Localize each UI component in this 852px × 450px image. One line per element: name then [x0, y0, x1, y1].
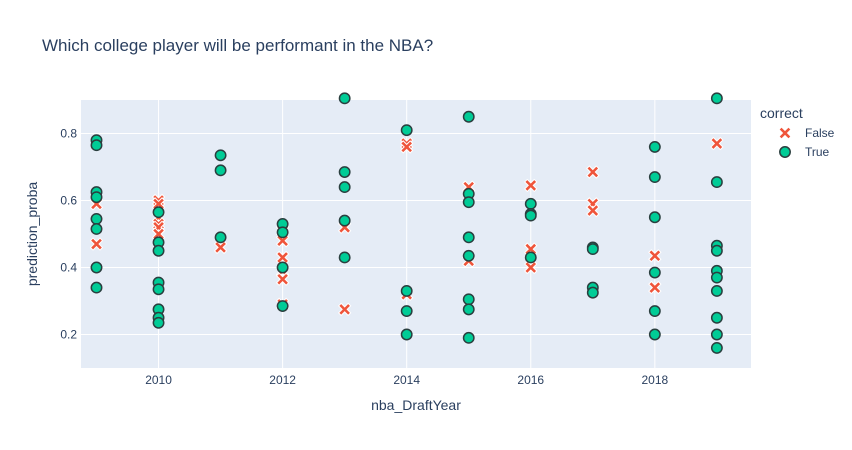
- point-true: [462, 110, 475, 123]
- x-tick-label: 2012: [269, 373, 296, 387]
- point-true: [90, 261, 103, 274]
- point-true: [152, 316, 165, 329]
- point-true: [90, 223, 103, 235]
- point-true: [400, 305, 413, 317]
- plot-area: [81, 100, 751, 368]
- point-true: [338, 251, 351, 264]
- point-true: [338, 214, 351, 227]
- point-true: [586, 243, 599, 256]
- point-true: [710, 92, 723, 105]
- point-true: [462, 231, 475, 244]
- point-true: [710, 328, 723, 341]
- point-true: [462, 303, 475, 316]
- y-tick-label: 0.2: [60, 328, 77, 342]
- point-true: [152, 206, 165, 219]
- point-true: [710, 244, 723, 257]
- point-true: [462, 293, 475, 306]
- point-false: [586, 165, 600, 179]
- point-true: [90, 281, 103, 294]
- point-true: [648, 140, 661, 153]
- x-tick-label: 2016: [517, 373, 544, 387]
- legend: correct False True: [760, 105, 835, 159]
- point-true: [648, 328, 661, 341]
- point-true: [152, 283, 165, 296]
- point-true: [90, 212, 103, 225]
- point-true: [648, 211, 661, 224]
- legend-marker-true: [779, 146, 791, 158]
- point-true: [214, 231, 227, 244]
- point-true: [214, 164, 227, 177]
- legend-marker-false: [778, 126, 792, 140]
- data-points: [89, 92, 724, 354]
- point-false: [524, 178, 538, 193]
- chart-title: Which college player will be performant …: [42, 36, 433, 55]
- legend-label: False: [805, 126, 835, 140]
- point-true: [524, 197, 537, 210]
- y-tick-label: 0.8: [60, 127, 77, 141]
- y-axis-title: prediction_proba: [24, 182, 40, 287]
- point-true: [152, 244, 165, 257]
- point-false: [399, 140, 414, 154]
- point-true: [710, 285, 723, 297]
- point-true: [90, 191, 103, 204]
- legend-title: correct: [760, 105, 803, 121]
- point-true: [524, 209, 537, 222]
- point-true: [338, 92, 351, 105]
- point-true: [648, 171, 661, 184]
- point-false: [89, 237, 104, 251]
- point-true: [276, 300, 289, 312]
- point-false: [648, 249, 662, 263]
- point-true: [400, 328, 413, 341]
- x-tick-label: 2014: [393, 373, 420, 387]
- point-true: [710, 176, 723, 189]
- point-true: [648, 266, 661, 279]
- y-tick-label: 0.4: [60, 261, 77, 275]
- point-true: [586, 286, 599, 299]
- point-true: [400, 124, 413, 137]
- legend-label: True: [805, 145, 830, 159]
- point-true: [648, 305, 661, 317]
- point-true: [462, 196, 475, 209]
- y-tick-label: 0.6: [60, 194, 77, 208]
- point-true: [710, 271, 723, 284]
- point-true: [214, 149, 227, 162]
- x-tick-label: 2018: [641, 373, 668, 387]
- point-true: [338, 166, 351, 178]
- point-true: [462, 331, 475, 344]
- point-true: [524, 251, 537, 264]
- point-false: [648, 280, 662, 295]
- point-true: [710, 341, 723, 354]
- point-false: [337, 302, 352, 317]
- point-true: [90, 139, 103, 152]
- x-axis-title: nba_DraftYear: [371, 397, 461, 413]
- point-true: [400, 285, 413, 297]
- point-false: [586, 203, 600, 218]
- x-tick-label: 2010: [145, 373, 172, 387]
- point-false: [710, 136, 724, 151]
- point-true: [710, 311, 723, 324]
- point-false: [275, 272, 290, 286]
- tick-labels: 2010 2012 2014 2016 2018 0.2 0.4 0.6 0.8: [60, 127, 668, 388]
- point-true: [338, 181, 351, 194]
- point-true: [276, 226, 289, 239]
- point-true: [462, 249, 475, 262]
- point-true: [276, 261, 289, 274]
